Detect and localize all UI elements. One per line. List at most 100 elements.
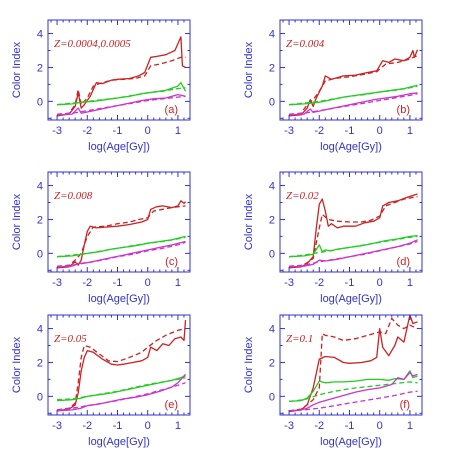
x-tick-label: 1 xyxy=(407,420,413,432)
x-tick-label: 1 xyxy=(407,125,413,137)
series-line-2 xyxy=(57,205,186,268)
series-line-5 xyxy=(289,239,418,268)
metallicity-label: Z=0.02 xyxy=(286,190,319,202)
plot-frame xyxy=(279,171,423,273)
x-tick-label: 1 xyxy=(175,277,181,289)
y-tick-label: 0 xyxy=(269,391,275,403)
series-line-5 xyxy=(289,371,418,412)
x-tick-label: -2 xyxy=(82,125,92,137)
series-line-2 xyxy=(57,327,186,411)
panel-tag: (f) xyxy=(400,399,410,411)
series-line-2 xyxy=(57,56,186,116)
y-axis-title: Color Index xyxy=(243,41,255,98)
series-line-4 xyxy=(57,236,186,258)
y-tick-label: 4 xyxy=(269,324,275,336)
panel-tag: (a) xyxy=(165,104,178,116)
plot-frame xyxy=(47,171,191,273)
panel-e: -3 -2 -1 0 1 0 2 4 log(Age[Gy]) Color Index Z=0.05… xyxy=(11,314,191,448)
panel-b: -3 -2 -1 0 1 0 2 4 log(Age[Gy]) Color Index Z=0.00… xyxy=(243,19,423,153)
x-tick-label: 0 xyxy=(377,277,383,289)
x-tick-label: -3 xyxy=(284,277,294,289)
metallicity-label: Z=0.1 xyxy=(286,333,313,345)
x-tick-label: -1 xyxy=(345,420,355,432)
x-tick-label: -3 xyxy=(284,125,294,137)
series-line-3 xyxy=(289,370,418,403)
series-line-6 xyxy=(57,382,186,411)
plot-frame xyxy=(47,314,191,416)
y-tick-label: 0 xyxy=(269,96,275,108)
y-tick-label: 2 xyxy=(269,62,275,74)
y-tick-label: 4 xyxy=(37,324,43,336)
series-line-4 xyxy=(289,85,418,106)
x-tick-label: -2 xyxy=(82,277,92,289)
y-axis-title: Color Index xyxy=(243,193,255,250)
panel-a: -3 -2 -1 0 1 0 2 4 log(Age[Gy]) Color Index Z=0.00… xyxy=(11,19,191,153)
series-line-5 xyxy=(289,92,418,116)
x-tick-label: -3 xyxy=(284,420,294,432)
plot-frame xyxy=(279,314,423,416)
x-tick-label: 1 xyxy=(175,125,181,137)
y-tick-label: 0 xyxy=(269,248,275,260)
series-line-2 xyxy=(289,195,418,268)
x-tick-label: 0 xyxy=(377,125,383,137)
y-axis-title: Color Index xyxy=(11,193,23,250)
y-tick-label: 4 xyxy=(37,181,43,193)
series-line-4 xyxy=(289,235,418,258)
series-line-1 xyxy=(289,193,418,269)
series-line-1 xyxy=(289,314,418,413)
y-tick-label: 4 xyxy=(269,29,275,41)
panel-tag: (c) xyxy=(165,256,178,268)
x-tick-label: 1 xyxy=(407,277,413,289)
series-line-6 xyxy=(289,240,418,267)
x-tick-label: -2 xyxy=(314,420,324,432)
metallicity-label: Z=0.0004,0.0005 xyxy=(54,38,131,50)
x-tick-label: 1 xyxy=(175,420,181,432)
x-axis-title: log(Age[Gy]) xyxy=(88,436,150,448)
x-tick-label: -1 xyxy=(113,277,123,289)
x-tick-label: 0 xyxy=(377,420,383,432)
y-tick-label: 0 xyxy=(37,391,43,403)
series-line-1 xyxy=(57,320,187,412)
x-tick-label: 0 xyxy=(145,125,151,137)
metallicity-label: Z=0.004 xyxy=(286,38,325,50)
x-tick-label: -2 xyxy=(314,277,324,289)
y-tick-label: 0 xyxy=(37,96,43,108)
x-axis-title: log(Age[Gy]) xyxy=(88,293,150,305)
panel-tag: (b) xyxy=(397,104,410,116)
y-tick-label: 4 xyxy=(269,181,275,193)
metallicity-label: Z=0.05 xyxy=(54,333,87,345)
metallicity-label: Z=0.008 xyxy=(54,190,93,202)
y-tick-label: 2 xyxy=(269,214,275,226)
y-tick-label: 2 xyxy=(37,214,43,226)
x-tick-label: -2 xyxy=(314,125,324,137)
y-axis-title: Color Index xyxy=(11,336,23,393)
series-line-5 xyxy=(57,93,186,116)
series-line-4 xyxy=(57,87,186,106)
panel-c: -3 -2 -1 0 1 0 2 4 log(Age[Gy]) Color Index Z=0.00… xyxy=(11,171,191,305)
x-tick-label: -1 xyxy=(345,125,355,137)
series-line-6 xyxy=(289,390,418,412)
series-line-6 xyxy=(57,95,186,115)
x-tick-label: -1 xyxy=(113,125,123,137)
series-line-4 xyxy=(289,381,418,403)
y-axis-title: Color Index xyxy=(11,41,23,98)
x-axis-title: log(Age[Gy]) xyxy=(320,141,382,153)
series-line-6 xyxy=(57,241,186,267)
x-tick-label: 0 xyxy=(145,420,151,432)
plot-frame xyxy=(47,19,191,121)
x-axis-title: log(Age[Gy]) xyxy=(320,293,382,305)
y-tick-label: 4 xyxy=(37,29,43,41)
series-line-3 xyxy=(289,84,418,106)
panel-tag: (d) xyxy=(397,256,410,268)
y-axis-title: Color Index xyxy=(243,336,255,393)
panel-tag: (e) xyxy=(165,399,178,411)
series-line-2 xyxy=(289,317,418,412)
x-tick-label: -3 xyxy=(52,277,62,289)
y-tick-label: 2 xyxy=(37,62,43,74)
panel-f: -3 -2 -1 0 1 0 2 4 log(Age[Gy]) Color Index Z=0.1 (… xyxy=(243,314,423,448)
x-tick-label: -3 xyxy=(52,420,62,432)
y-tick-label: 0 xyxy=(37,248,43,260)
y-tick-label: 2 xyxy=(37,357,43,369)
series-line-4 xyxy=(57,377,186,401)
x-tick-label: -2 xyxy=(82,420,92,432)
